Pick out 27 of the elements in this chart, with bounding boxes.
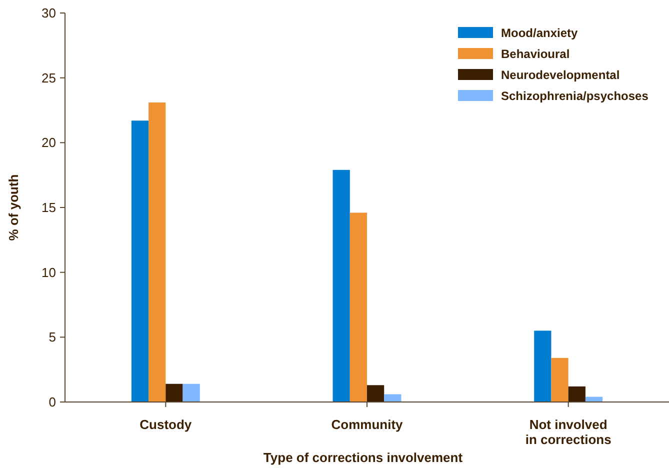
bar <box>148 102 166 402</box>
bar <box>384 394 402 402</box>
bar <box>131 120 149 402</box>
y-tick-label: 15 <box>42 200 56 216</box>
bar <box>332 170 350 402</box>
x-tick-label: Not involved in corrections <box>525 417 612 447</box>
bar <box>367 385 384 402</box>
y-tick-label: 20 <box>42 135 56 150</box>
bar <box>551 358 568 402</box>
legend-label: Schizophrenia/psychoses <box>501 89 649 104</box>
y-tick-label: 5 <box>48 330 56 345</box>
y-tick-label: 10 <box>42 264 56 280</box>
x-tick-label: Custody <box>140 417 192 432</box>
y-tick-label: 25 <box>42 70 56 86</box>
y-tick-label: 0 <box>48 394 56 410</box>
bar <box>350 212 367 402</box>
legend-label: Neurodevelopmental <box>501 68 620 82</box>
bar <box>568 386 586 402</box>
legend-label: Behavioural <box>501 47 570 62</box>
bar <box>166 384 183 402</box>
legend-label: Mood/anxiety <box>501 26 578 40</box>
y-axis-title: % of youth <box>6 174 21 241</box>
bar <box>534 330 552 402</box>
x-axis-title: Type of corrections involvement <box>263 450 464 465</box>
bar <box>182 384 200 402</box>
y-tick-label: 30 <box>42 6 56 21</box>
x-tick-label: Community <box>331 417 404 432</box>
